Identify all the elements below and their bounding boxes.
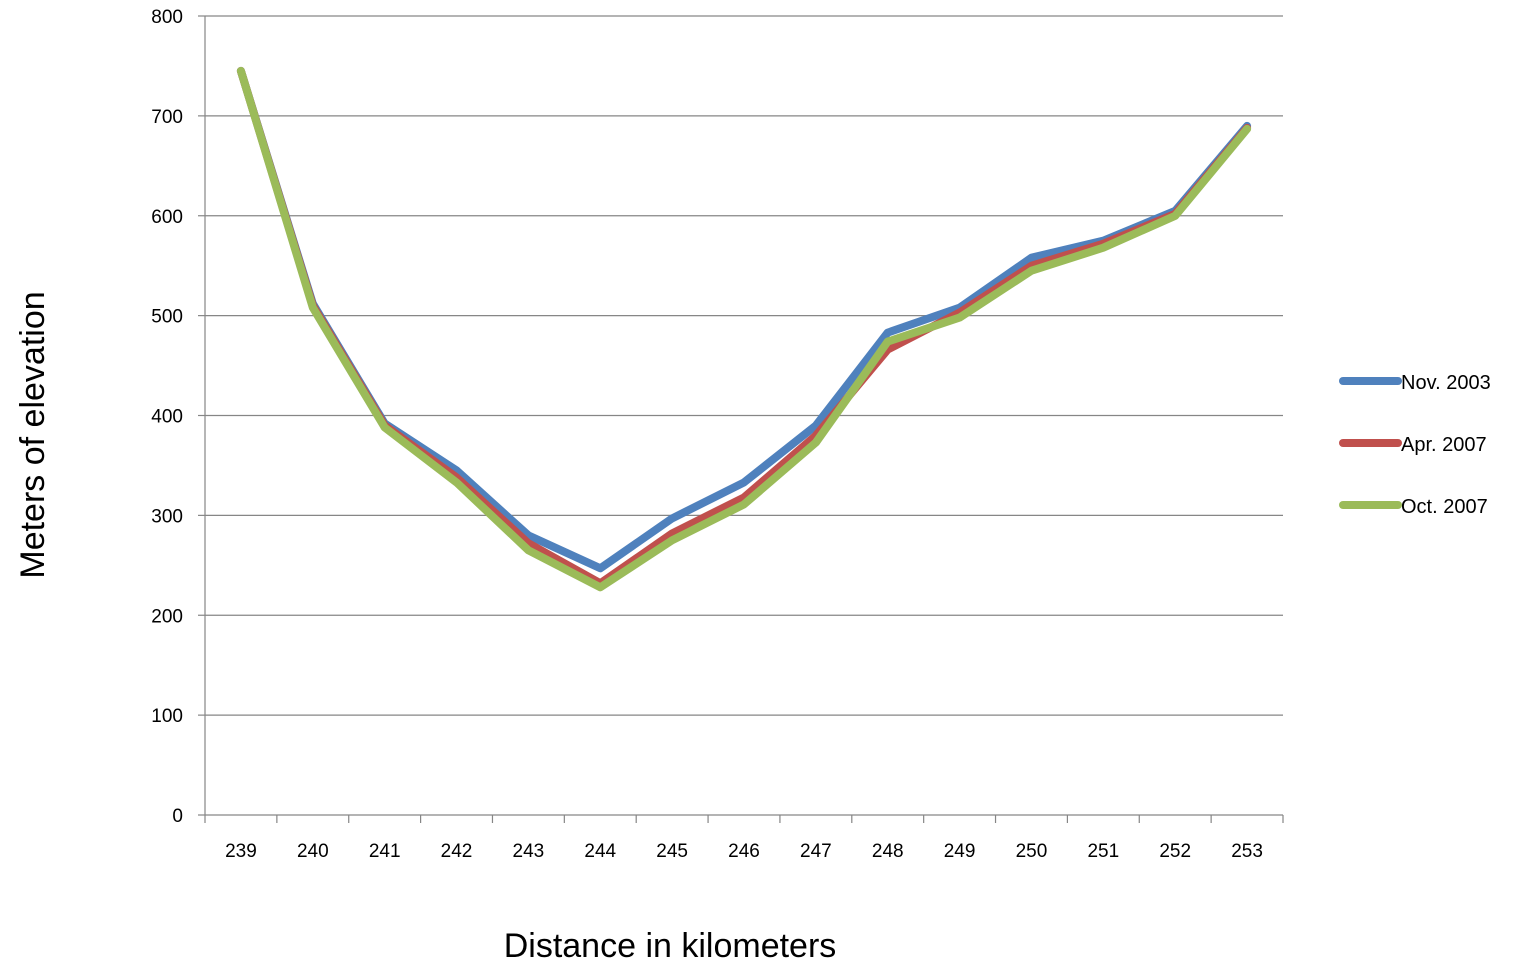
gridlines — [205, 15, 1283, 716]
y-tick-label: 500 — [151, 307, 183, 328]
y-axis-title: Meters of elevation — [14, 291, 52, 578]
x-tick-label: 239 — [225, 841, 257, 862]
axes: 0 100 200 300 400 500 600 700 800 239 240 241 242 243… — [151, 7, 1284, 862]
y-tick-label: 200 — [151, 606, 183, 627]
x-tick-label: 243 — [513, 841, 545, 862]
series-lines — [236, 66, 1252, 592]
x-tick-label: 247 — [800, 841, 832, 862]
x-tick-label: 253 — [1231, 841, 1263, 862]
legend: Nov. 2003 Apr. 2007 Oct. 2007 — [1339, 372, 1491, 518]
x-tick-label: 251 — [1087, 841, 1119, 862]
series-line — [236, 66, 1252, 592]
legend-label: Oct. 2007 — [1401, 496, 1488, 518]
y-tick-label: 300 — [151, 506, 183, 527]
legend-label: Nov. 2003 — [1401, 372, 1491, 394]
y-tick-label: 100 — [151, 706, 183, 727]
y-tick-label: 700 — [151, 107, 183, 128]
x-tick-label: 249 — [944, 841, 976, 862]
x-tick-label: 248 — [872, 841, 904, 862]
x-tick-label: 241 — [369, 841, 401, 862]
legend-label: Apr. 2007 — [1401, 434, 1487, 456]
y-tick-label: 0 — [172, 806, 183, 827]
y-tick-label: 400 — [151, 407, 183, 428]
x-tick-label: 242 — [441, 841, 473, 862]
x-tick-label: 250 — [1016, 841, 1048, 862]
x-tick-label: 252 — [1159, 841, 1191, 862]
y-tick-label: 600 — [151, 207, 183, 228]
y-tick-label: 800 — [151, 7, 183, 28]
x-axis-title: Distance in kilometers — [504, 927, 837, 965]
x-tick-label: 244 — [584, 841, 616, 862]
x-tick-label: 246 — [728, 841, 760, 862]
x-tick-label: 245 — [656, 841, 688, 862]
x-tick-label: 240 — [297, 841, 329, 862]
